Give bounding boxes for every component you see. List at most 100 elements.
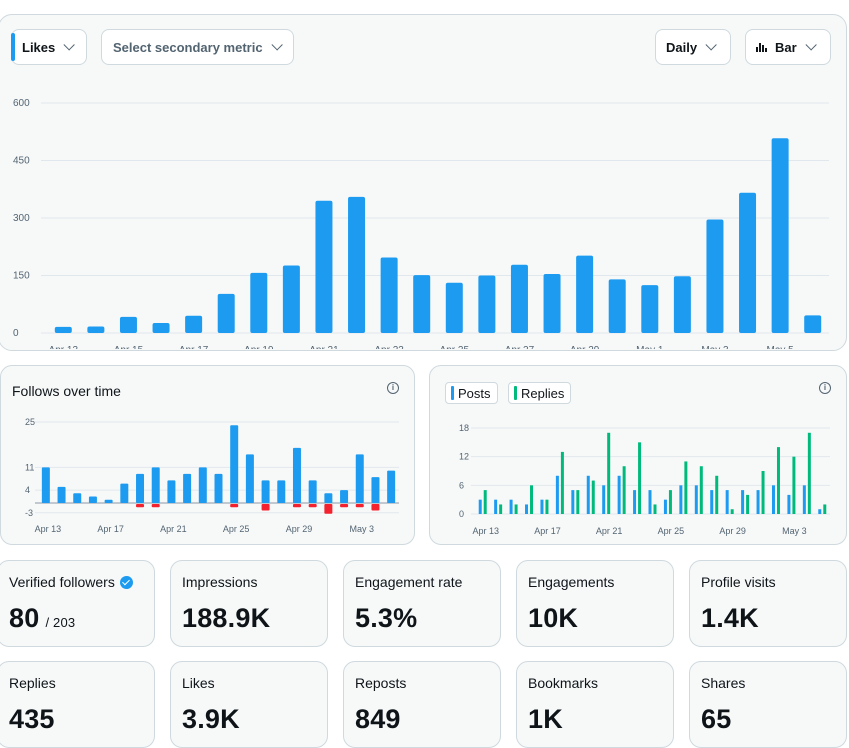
stat-label-text: Likes [182,675,215,691]
posts-bar [633,490,637,514]
chevron-down-icon [271,39,283,51]
likes-bar [250,272,268,333]
chevron-down-icon [63,39,76,51]
replies-swatch [514,386,517,400]
follows-bar [104,499,113,504]
stat-label-text: Bookmarks [528,675,599,691]
stat-card-reposts[interactable]: Reposts 849 [343,661,501,748]
x-tick-label: May 3 [782,526,807,536]
stat-label: Profile visits [701,574,776,590]
verified-badge-icon [119,575,133,589]
unfollows-bar [340,504,349,508]
stat-card-bookmarks[interactable]: Bookmarks 1K [516,661,674,748]
posts-bar [478,499,482,514]
x-tick-label: Apr 13 [49,345,79,349]
likes-bar [510,264,528,333]
y-tick-label: 450 [13,156,30,167]
stat-card-shares[interactable]: Shares 65 [689,661,847,748]
stat-value: 3.9K [182,704,240,735]
posts-swatch [451,386,454,400]
stat-value-text: 849 [355,704,401,734]
posts-bar [525,504,529,514]
primary-metric-dropdown[interactable]: Likes [11,29,87,65]
x-tick-label: Apr 21 [596,526,623,536]
y-tick-label: 600 [13,98,30,109]
likes-bar [282,265,300,333]
follows-bar-chart: -3 4 11 25 Apr 13 Apr 17 Apr 21 Apr 25 Apr 29 May… [25,417,399,534]
stat-label: Bookmarks [528,675,598,691]
legend-replies[interactable]: Replies [508,382,572,404]
y-tick-label: 25 [25,417,35,427]
x-tick-label: Apr 17 [179,345,209,349]
likes-bar [706,219,724,333]
chevron-down-icon [805,39,817,51]
follows-bar [324,493,333,504]
info-icon[interactable]: i [819,382,831,394]
follows-bar [183,473,192,504]
unfollows-bar [151,504,160,508]
stat-value: 65 [701,704,731,735]
x-tick-label: Apr 21 [160,524,187,534]
follows-bar [230,425,239,504]
replies-bar [699,466,703,514]
x-tick-label: Apr 13 [472,526,499,536]
interval-dropdown[interactable]: Daily [655,29,731,65]
x-tick-label: Apr 19 [244,345,274,349]
info-icon[interactable]: i [387,382,399,394]
secondary-metric-dropdown[interactable]: Select secondary metric [101,29,294,65]
stat-card-engagement-rate[interactable]: Engagement rate 5.3% [343,560,501,647]
follows-bar [57,486,66,504]
stat-value: 435 [9,704,55,735]
stat-card-verified-followers[interactable]: Verified followers 80 / 203 [0,560,155,647]
x-tick-label: May 1 [636,345,664,349]
stat-label-text: Engagement rate [355,574,463,590]
posts-bar [494,499,498,514]
posts-bar [818,509,822,514]
x-tick-label: Apr 25 [658,526,685,536]
stat-value-text: 65 [701,704,732,734]
y-tick-label: 4 [25,485,30,495]
replies-bar [607,432,611,514]
posts-bar [756,490,760,514]
stat-value-text: 3.9K [182,704,240,734]
stat-value-text: 1.4K [701,603,759,633]
replies-bar [653,504,657,514]
y-tick-label: 6 [459,480,464,490]
stat-card-likes[interactable]: Likes 3.9K [170,661,328,748]
stat-label-text: Verified followers [9,574,115,590]
stat-card-impressions[interactable]: Impressions 188.9K [170,560,328,647]
replies-bar [668,490,672,514]
replies-bar [761,471,765,514]
legend-replies-label: Replies [521,385,565,401]
legend-posts[interactable]: Posts [445,382,498,404]
stat-label: Engagement rate [355,574,462,590]
stat-label: Verified followers [9,574,133,590]
stat-card-replies[interactable]: Replies 435 [0,661,155,748]
stat-label: Shares [701,675,745,691]
x-tick-label: Apr 25 [223,524,250,534]
posts-bar [555,475,559,514]
x-tick-label: Apr 27 [505,345,535,349]
y-tick-label: 150 [13,271,30,282]
follows-bar [198,467,207,504]
x-tick-label: May 3 [701,345,729,349]
likes-bar [739,192,757,333]
follows-bar [340,490,349,504]
likes-bar [315,200,333,333]
replies-bar [530,485,534,514]
likes-bar [608,279,626,333]
follows-bar [151,467,160,504]
stat-card-profile-visits[interactable]: Profile visits 1.4K [689,560,847,647]
chart-type-dropdown[interactable]: Bar [745,29,831,65]
stat-value: 849 [355,704,401,735]
replies-bar [591,480,595,514]
follows-bar [292,447,301,504]
stat-card-engagements[interactable]: Engagements 10K [516,560,674,647]
posts-bar [725,490,729,514]
posts-bar [787,494,791,514]
likes-bar [445,282,463,333]
replies-bar [514,504,518,514]
x-tick-label: Apr 17 [97,524,124,534]
likes-bar [478,275,496,333]
x-tick-label: Apr 29 [570,345,600,349]
